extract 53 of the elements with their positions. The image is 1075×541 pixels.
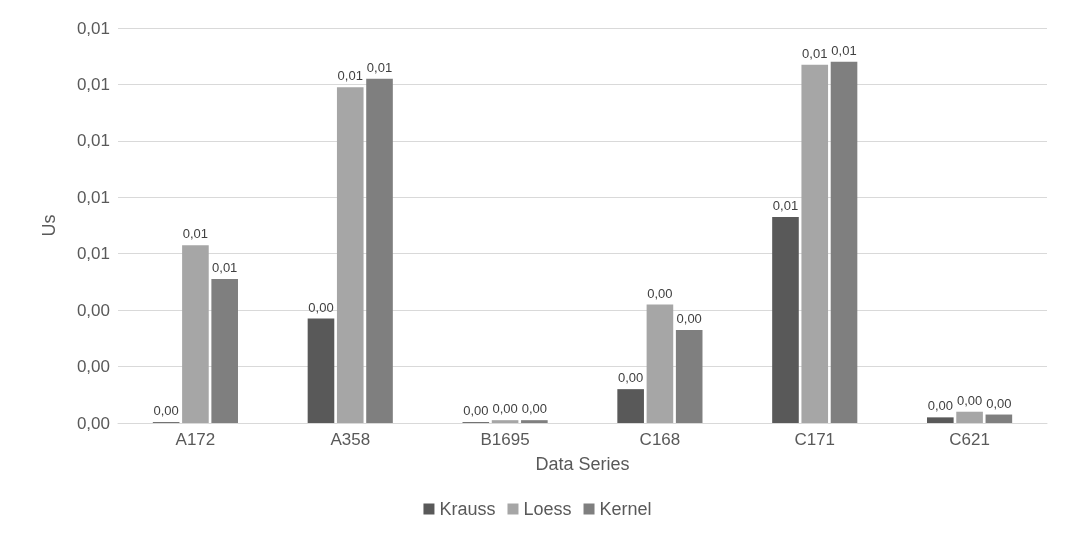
y-tick-label: 0,00 xyxy=(76,357,110,377)
x-tick-label: B1695 xyxy=(480,430,530,449)
bar xyxy=(366,78,393,423)
bar xyxy=(336,87,364,423)
bar xyxy=(985,414,1013,423)
data-label: 0,01 xyxy=(772,198,799,214)
data-label: 0,00 xyxy=(153,403,179,419)
data-label: 0,01 xyxy=(212,260,238,276)
data-label: 0,00 xyxy=(927,398,953,414)
data-label: 0,01 xyxy=(182,226,209,242)
bar xyxy=(646,304,674,423)
data-label: 0,00 xyxy=(463,403,489,419)
bar xyxy=(675,329,703,423)
data-label: 0,01 xyxy=(802,45,828,61)
x-tick-label: C168 xyxy=(639,430,681,449)
bar xyxy=(927,417,954,423)
data-label: 0,01 xyxy=(337,68,363,84)
x-axis-title: Data Series xyxy=(535,454,630,474)
x-tick-label: C171 xyxy=(794,430,836,449)
bar xyxy=(182,245,209,423)
y-tick-label: 0,00 xyxy=(76,300,110,320)
data-label: 0,01 xyxy=(366,59,393,75)
bar xyxy=(956,411,983,423)
y-tick-label: 0,01 xyxy=(76,244,110,264)
data-label: 0,00 xyxy=(617,370,644,386)
bar xyxy=(617,389,644,423)
y-axis-title: Us xyxy=(39,214,59,237)
x-tick-label: A358 xyxy=(330,430,371,449)
legend-label: Loess xyxy=(523,499,572,519)
bar xyxy=(307,318,335,423)
bar xyxy=(211,279,238,423)
bar xyxy=(830,61,858,423)
data-label: 0,00 xyxy=(647,285,673,301)
bar xyxy=(521,420,548,423)
bar xyxy=(801,64,829,423)
data-label: 0,00 xyxy=(308,299,334,315)
data-label: 0,00 xyxy=(676,310,702,326)
y-tick-label: 0,01 xyxy=(76,131,110,151)
y-tick-label: 0,01 xyxy=(76,74,110,94)
y-tick-label: 0,00 xyxy=(76,413,110,433)
y-tick-label: 0,01 xyxy=(76,18,110,38)
bar xyxy=(772,217,799,423)
x-tick-label: C621 xyxy=(949,430,990,449)
legend-label: Kernel xyxy=(599,499,652,519)
data-label: 0,00 xyxy=(986,395,1012,411)
data-label: 0,00 xyxy=(521,401,548,417)
y-tick-label: 0,01 xyxy=(76,187,110,207)
data-label: 0,00 xyxy=(492,401,518,417)
data-label: 0,01 xyxy=(831,42,857,58)
legend-label: Krauss xyxy=(439,499,496,519)
x-tick-label: A172 xyxy=(175,430,216,449)
data-label: 0,00 xyxy=(956,392,983,408)
bar xyxy=(491,420,519,423)
